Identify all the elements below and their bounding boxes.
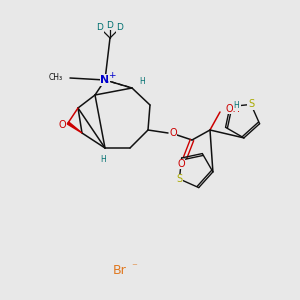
Text: Br: Br xyxy=(113,263,127,277)
Text: H: H xyxy=(100,155,106,164)
Text: D: D xyxy=(97,23,104,32)
Text: S: S xyxy=(176,174,182,184)
Polygon shape xyxy=(67,122,82,133)
Text: OH: OH xyxy=(226,104,241,114)
Text: O: O xyxy=(177,159,185,169)
Text: ⁻: ⁻ xyxy=(131,262,137,272)
Text: S: S xyxy=(248,99,254,110)
Text: O: O xyxy=(169,128,177,138)
Text: +: + xyxy=(108,71,116,80)
Text: D: D xyxy=(106,20,113,29)
Text: H: H xyxy=(139,77,145,86)
Text: H: H xyxy=(233,101,239,110)
Text: D: D xyxy=(117,23,123,32)
Text: O: O xyxy=(58,120,66,130)
Text: CH₃: CH₃ xyxy=(49,74,63,82)
Text: N: N xyxy=(100,75,109,85)
